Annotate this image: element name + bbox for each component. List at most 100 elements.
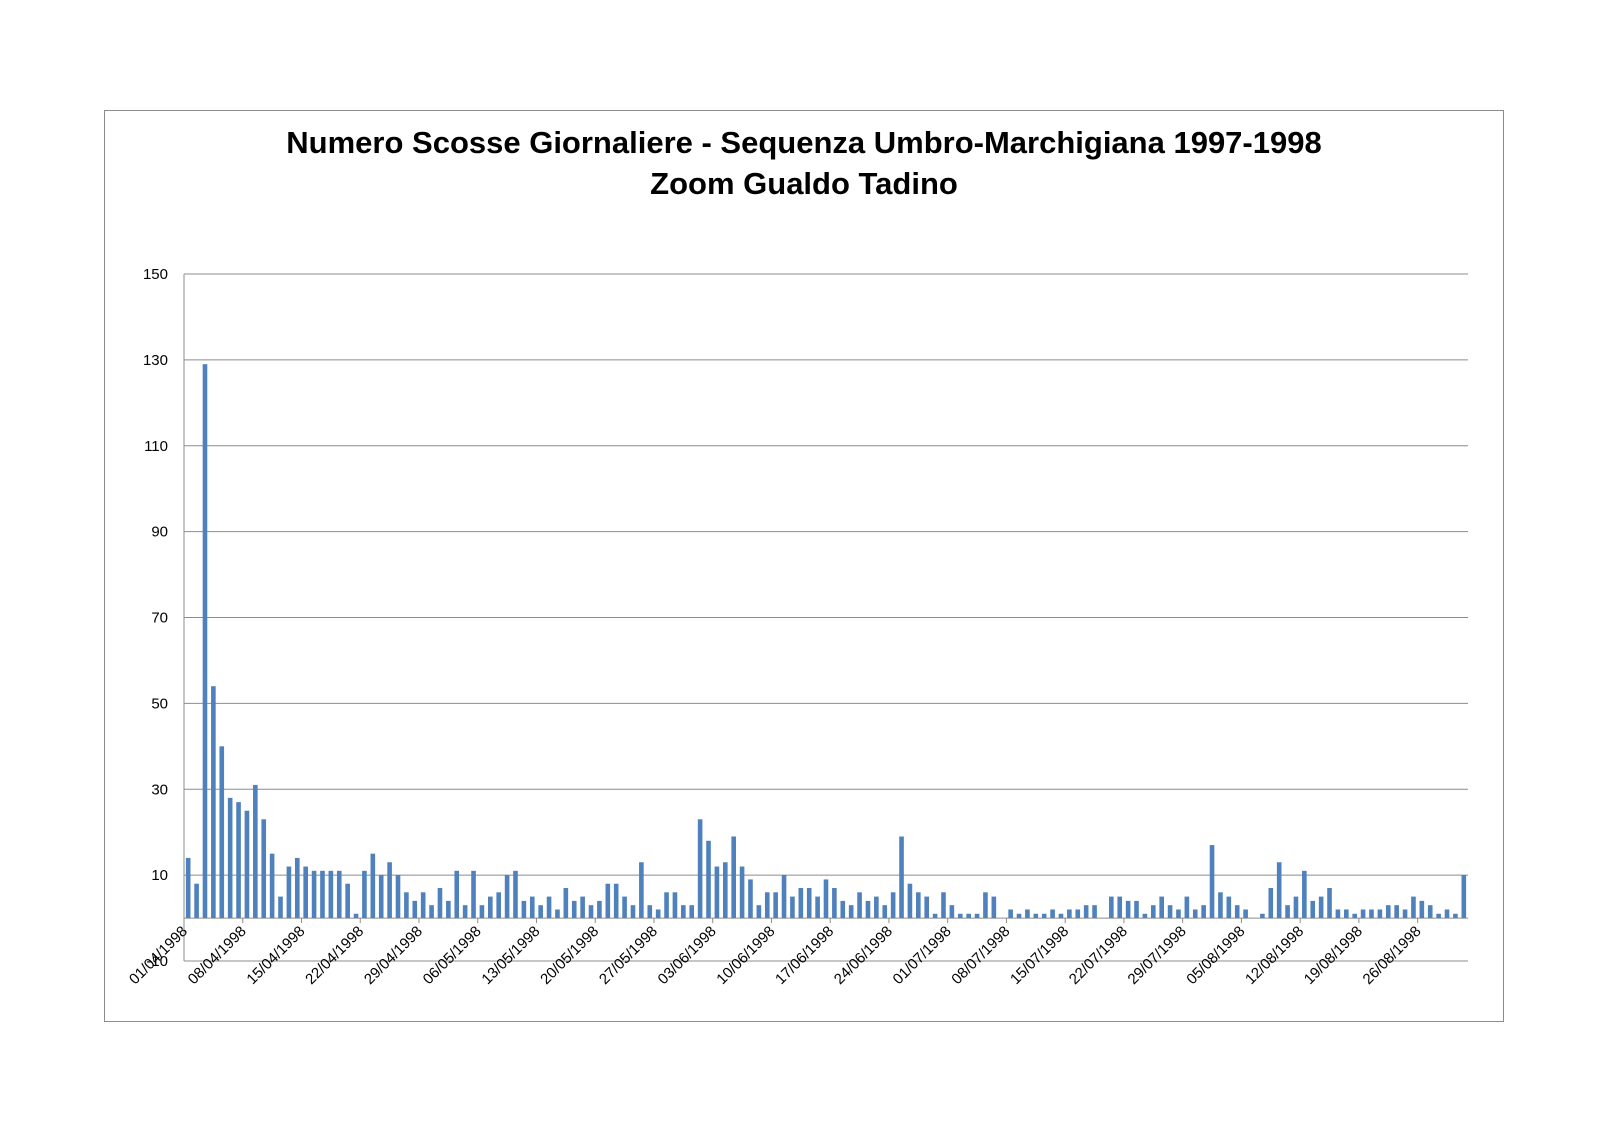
bar	[194, 883, 199, 919]
bar	[227, 797, 233, 919]
bar	[1268, 888, 1274, 919]
bar	[714, 866, 720, 919]
bar	[1419, 900, 1425, 919]
bar	[328, 870, 334, 919]
x-tick-label: 01/07/1998	[890, 923, 955, 988]
bar	[1234, 905, 1240, 919]
bar	[865, 900, 871, 919]
bar	[1453, 913, 1458, 919]
x-tick-label: 06/05/1998	[420, 923, 485, 988]
bar	[932, 913, 938, 919]
chart-title-line2: Zoom Gualdo Tadino	[650, 166, 958, 201]
bar	[1402, 909, 1408, 919]
bar	[253, 784, 258, 919]
bar	[1142, 913, 1148, 919]
bar	[1327, 888, 1332, 919]
bar	[681, 905, 686, 919]
bar	[471, 870, 476, 919]
x-tick-label: 17/06/1998	[772, 923, 837, 988]
bar	[1226, 896, 1232, 919]
bar	[1067, 909, 1072, 919]
bar	[1050, 909, 1055, 919]
x-tick-label: 05/08/1998	[1183, 923, 1248, 988]
bar	[479, 905, 485, 919]
bar	[1058, 913, 1064, 919]
bar	[966, 913, 971, 919]
bar	[529, 896, 535, 919]
x-tick-label: 08/07/1998	[948, 923, 1013, 988]
bar	[462, 905, 468, 919]
bar	[597, 900, 602, 919]
bar	[294, 857, 300, 919]
x-tick-label: 01/04/1998	[126, 923, 191, 988]
bar	[731, 836, 736, 919]
bar	[806, 888, 812, 919]
bar	[437, 888, 443, 919]
bar	[773, 892, 778, 919]
bar	[1302, 870, 1307, 919]
bar	[815, 896, 820, 919]
y-tick-label: 30	[151, 781, 168, 798]
bar	[1159, 896, 1164, 919]
bar	[244, 810, 250, 919]
bar	[454, 870, 460, 919]
bar	[488, 896, 493, 919]
bar	[496, 892, 502, 919]
bar	[571, 900, 577, 919]
bar	[949, 905, 955, 919]
bar	[236, 802, 241, 919]
bar	[303, 866, 308, 919]
bar	[370, 853, 376, 919]
x-tick-label: 10/06/1998	[713, 923, 778, 988]
bar	[1125, 900, 1131, 919]
bar	[219, 746, 225, 919]
bar	[655, 909, 661, 919]
bar	[1276, 862, 1282, 919]
bar	[1385, 905, 1391, 919]
y-tick-label: 50	[151, 695, 168, 712]
bar	[404, 892, 409, 919]
y-tick-label: 150	[143, 266, 168, 283]
bar	[790, 896, 795, 919]
bar	[957, 913, 963, 919]
bar	[764, 892, 770, 919]
bar	[387, 862, 392, 919]
bar	[1285, 905, 1290, 919]
bar	[563, 888, 569, 919]
bar	[311, 870, 317, 919]
bar	[580, 896, 585, 919]
bar	[320, 870, 325, 919]
bar	[1444, 909, 1450, 919]
bar	[1176, 909, 1181, 919]
y-tick-label: 130	[143, 352, 168, 369]
bar	[1117, 896, 1123, 919]
bar	[362, 870, 367, 919]
bar	[756, 905, 762, 919]
bar	[1411, 896, 1416, 919]
chart-title-line1: Numero Scosse Giornaliere - Sequenza Umb…	[286, 125, 1322, 160]
bar	[974, 913, 980, 919]
y-tick-label: 110	[144, 438, 168, 455]
bar	[1260, 913, 1265, 919]
bar	[353, 913, 359, 919]
bar	[1041, 913, 1047, 919]
bar	[1310, 900, 1316, 919]
bar	[555, 909, 560, 919]
y-tick-label: -10	[146, 953, 168, 970]
bar	[1318, 896, 1324, 919]
bar	[630, 905, 636, 919]
bar	[261, 819, 267, 919]
x-tick-label: 03/06/1998	[655, 923, 720, 988]
x-tick-label: 12/08/1998	[1242, 923, 1307, 988]
bar	[504, 875, 510, 919]
bar	[1201, 905, 1206, 919]
x-tick-label: 27/05/1998	[596, 923, 661, 988]
bar	[983, 892, 988, 919]
bar	[1083, 905, 1089, 919]
bar	[1016, 913, 1022, 919]
bar	[857, 892, 862, 919]
bar	[1218, 892, 1223, 919]
bar	[941, 892, 946, 919]
bar	[1369, 909, 1374, 919]
